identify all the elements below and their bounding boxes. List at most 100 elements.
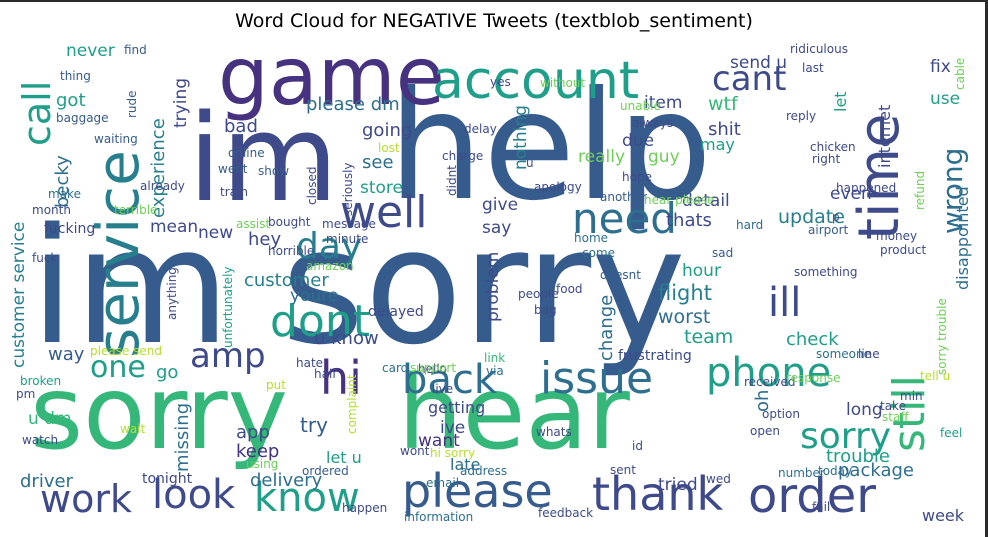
word-well: well xyxy=(340,187,428,238)
word-horrible: horrible xyxy=(268,244,314,258)
word-say: say xyxy=(482,218,511,238)
word-fucking: fucking xyxy=(44,221,95,237)
word-product: product xyxy=(880,243,926,257)
word-ridiculous: ridiculous xyxy=(790,42,848,56)
figure-border-right xyxy=(985,0,988,537)
word-message: message xyxy=(322,217,376,231)
word-wait: wait xyxy=(120,422,146,436)
word-sent: sent xyxy=(610,463,636,477)
word-store: store xyxy=(360,178,403,198)
word-waiting: waiting xyxy=(94,132,138,146)
word-send-u: send u xyxy=(730,53,787,73)
word-may: may xyxy=(700,135,735,154)
word-hate: hate xyxy=(296,356,323,370)
word-let-u: let u xyxy=(326,448,362,467)
word-customer: customer xyxy=(244,270,329,291)
word-account: account xyxy=(432,51,639,111)
word-hard: hard xyxy=(736,218,763,232)
word-amazon: amazon xyxy=(306,259,354,273)
word-problem: problem xyxy=(483,252,503,322)
word-help: help xyxy=(388,60,712,234)
word-wed: wed xyxy=(706,472,731,486)
word-fix: fix xyxy=(930,57,951,77)
word-sorry: sorry xyxy=(800,416,891,457)
word-delivery: delivery xyxy=(250,470,323,491)
word-something: something xyxy=(794,265,858,279)
word-see: see xyxy=(362,152,394,173)
word-cant: cant xyxy=(712,59,786,99)
word-closed: closed xyxy=(305,166,319,205)
word-service: service xyxy=(84,150,152,358)
word-terrible: terrible xyxy=(114,203,157,217)
word-email: email xyxy=(426,476,459,490)
word-cable: cable xyxy=(953,58,967,90)
word-support: support xyxy=(410,361,456,375)
word-seriously: seriously xyxy=(341,162,355,216)
word-charge: charge xyxy=(442,149,483,163)
word-oh: oh xyxy=(752,390,773,412)
word-really: really xyxy=(578,147,625,167)
word-hear: hear xyxy=(398,354,630,473)
word-back: back xyxy=(402,357,498,403)
word-min: min xyxy=(900,389,923,403)
word-ordered: ordered xyxy=(302,464,349,478)
word-already: already xyxy=(140,179,185,193)
word-bought: bought xyxy=(268,215,311,229)
word-yes: yes xyxy=(490,75,511,89)
word-change: change xyxy=(596,295,617,361)
word-know: know xyxy=(254,475,360,521)
word-use: use xyxy=(930,89,960,109)
word-im: im xyxy=(188,90,338,229)
word-disappointed: disappointed xyxy=(953,186,972,290)
word-baggage: baggage xyxy=(56,111,109,125)
word-happen: happen xyxy=(342,501,387,515)
word-hey: hey xyxy=(248,229,281,250)
word-u-dm: u dm xyxy=(28,409,72,429)
word-home: home xyxy=(574,231,608,245)
word-wont: wont xyxy=(400,444,430,458)
word-sorry: sorry xyxy=(30,354,288,473)
word-hi: hi xyxy=(320,351,362,405)
word-open: open xyxy=(750,424,780,438)
word-youre: youre xyxy=(290,286,338,306)
word-put: put xyxy=(266,378,286,392)
word-worst: worst xyxy=(658,306,710,328)
word-dont: dont xyxy=(270,296,370,347)
word-online: online xyxy=(228,146,265,160)
word-im-sorry: im sorry xyxy=(30,193,686,380)
word-doesnt: doesnt xyxy=(600,268,641,282)
word-assist: assist xyxy=(236,217,270,231)
word-feedback: feedback xyxy=(538,506,593,520)
word-amp: amp xyxy=(190,336,266,376)
word-p: p xyxy=(832,210,840,224)
word-shit: shit xyxy=(708,119,741,140)
word-hi-sorry: hi sorry xyxy=(430,446,475,460)
word-watch: watch xyxy=(22,433,58,447)
chart-title: Word Cloud for NEGATIVE Tweets (textblob… xyxy=(235,10,753,32)
word-app: app xyxy=(236,422,270,443)
word-tell-u: tell u xyxy=(920,369,950,383)
word-please-send: please send xyxy=(90,344,162,358)
word-flight: flight xyxy=(658,281,712,305)
word-detail: detail xyxy=(682,191,730,211)
word-rude: rude xyxy=(125,90,139,118)
word-check: check xyxy=(786,329,839,350)
word-one: one xyxy=(90,350,146,385)
word-thank: thank xyxy=(592,467,724,521)
word-staff: staff xyxy=(882,410,909,424)
word-didnt: didnt xyxy=(445,165,459,196)
word-wtf: wtf xyxy=(708,93,739,115)
word-information: information xyxy=(404,510,473,524)
word-went: went xyxy=(218,162,248,176)
word-always: always xyxy=(632,116,673,130)
word-right: right xyxy=(812,152,840,166)
word-tried: tried xyxy=(658,475,698,495)
word-mean: mean xyxy=(150,217,198,237)
word-train: train xyxy=(220,185,248,199)
word-food: food xyxy=(556,282,583,296)
word-never: never xyxy=(66,41,115,61)
word-lost: lost xyxy=(378,141,400,155)
word-game: game xyxy=(218,30,445,123)
word-ive: ive xyxy=(440,418,465,438)
